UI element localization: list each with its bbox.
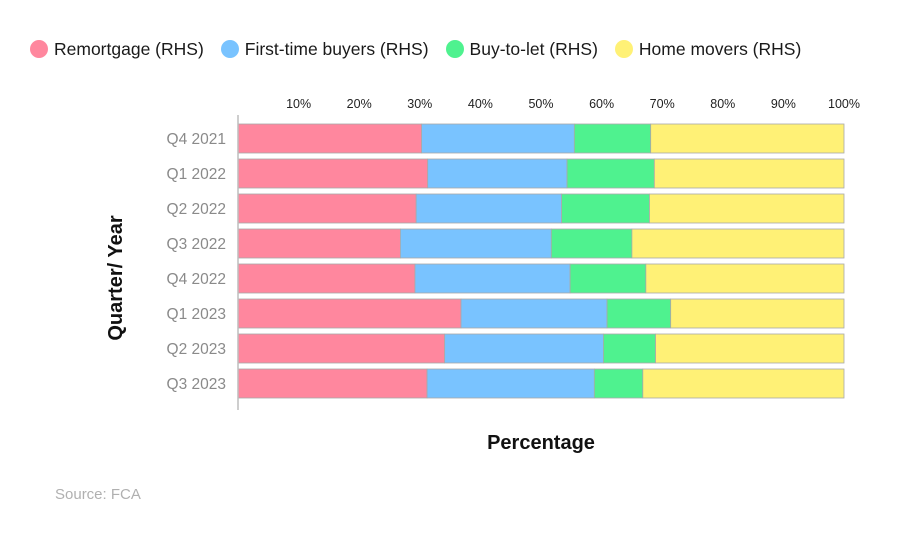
bar-segment xyxy=(649,193,845,224)
bar-segment xyxy=(593,368,644,399)
y-tick-label: Q3 2022 xyxy=(167,236,226,253)
y-tick-label: Q1 2022 xyxy=(167,166,226,183)
bar-segment xyxy=(603,333,656,364)
bar-segment xyxy=(237,193,417,224)
bar-segment xyxy=(566,158,655,189)
x-axis-label: Percentage xyxy=(487,432,595,454)
bar-segment xyxy=(237,368,428,399)
y-axis-ticks: Q4 2021 Q1 2022 Q2 2022 Q3 2022 Q4 2022 Q1 20… xyxy=(167,131,226,393)
legend-item: Buy-to-let (RHS) xyxy=(445,38,598,60)
bar-segment xyxy=(237,228,401,259)
bar-segment xyxy=(237,298,462,329)
bar-segment xyxy=(237,333,446,364)
x-tick-label: 80% xyxy=(710,97,735,111)
bar-segment xyxy=(653,158,845,189)
x-tick-label: 50% xyxy=(528,97,553,111)
bar-segment xyxy=(645,263,845,294)
legend-label: First-time buyers (RHS) xyxy=(244,38,429,59)
x-tick-label: 30% xyxy=(407,97,432,111)
bar-segment xyxy=(237,123,423,154)
legend-swatch xyxy=(445,40,464,58)
legend-swatch xyxy=(30,40,48,58)
bar-segment xyxy=(655,333,845,364)
bar-segment xyxy=(569,263,647,294)
bar-segment xyxy=(573,123,652,154)
x-tick-label: 70% xyxy=(650,97,675,111)
bar-segment xyxy=(237,263,416,294)
bar-segment xyxy=(650,123,845,154)
legend-item: Home movers (RHS) xyxy=(614,38,802,60)
x-tick-label: 100% xyxy=(828,97,860,111)
y-tick-label: Q2 2023 xyxy=(167,341,226,358)
legend-item: First-time buyers (RHS) xyxy=(220,38,429,60)
bar-segment xyxy=(550,228,633,259)
bar-segment xyxy=(414,263,571,294)
legend-item: Remortgage (RHS) xyxy=(30,39,204,60)
bar-segment xyxy=(642,368,845,399)
bar-segment xyxy=(670,298,845,329)
bar-segment xyxy=(415,193,563,224)
bar-segment xyxy=(427,158,568,189)
x-tick-label: 40% xyxy=(468,97,493,111)
legend-label: Remortgage (RHS) xyxy=(54,38,204,59)
bar-segment xyxy=(460,298,608,329)
x-tick-label: 10% xyxy=(286,97,311,111)
legend-swatch xyxy=(614,40,633,58)
bar-segment xyxy=(237,158,429,189)
x-tick-label: 90% xyxy=(771,97,796,111)
x-tick-label: 20% xyxy=(347,97,372,111)
bars xyxy=(237,123,845,399)
bar-segment xyxy=(426,368,595,399)
bar-segment xyxy=(400,228,552,259)
y-tick-label: Q3 2023 xyxy=(167,376,226,393)
x-axis-ticks: 10% 20% 30% 40% 50% 60% 70% 80% 90% 100% xyxy=(286,97,860,111)
x-tick-label: 60% xyxy=(589,97,614,111)
y-tick-label: Q4 2022 xyxy=(167,271,226,288)
source-note: Source: FCA xyxy=(55,486,141,503)
legend-label: Buy-to-let (RHS) xyxy=(469,38,598,59)
bar-segment xyxy=(561,193,650,224)
bar-segment xyxy=(606,298,672,329)
y-tick-label: Q4 2021 xyxy=(167,131,226,148)
y-tick-label: Q2 2022 xyxy=(167,201,226,218)
chart-legend: Remortgage (RHS) First-time buyers (RHS) B… xyxy=(30,36,818,62)
y-axis-label: Quarter/ Year xyxy=(105,215,127,340)
bar-segment xyxy=(421,123,575,154)
bar-segment xyxy=(631,228,845,259)
legend-swatch xyxy=(220,40,239,58)
bar-segment xyxy=(444,333,604,364)
y-tick-label: Q1 2023 xyxy=(167,306,226,323)
legend-label: Home movers (RHS) xyxy=(638,38,802,59)
